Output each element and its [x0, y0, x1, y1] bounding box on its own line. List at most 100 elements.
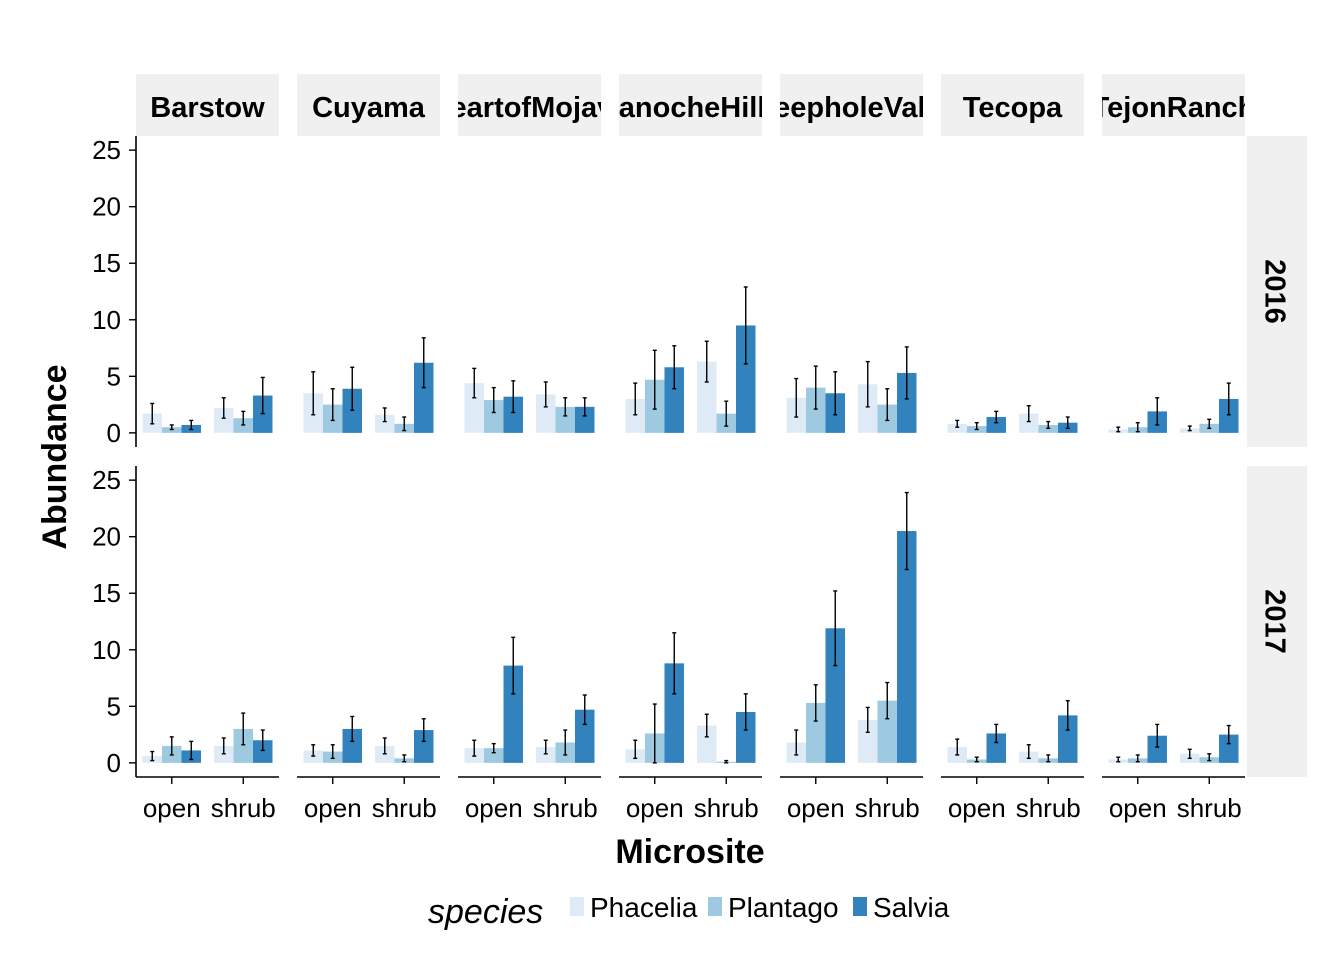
error-bar-salvia-open — [672, 632, 677, 695]
facet-row-strip-label: 2016 — [1258, 259, 1290, 324]
error-bar-salvia-open — [511, 380, 516, 414]
legend-key — [853, 897, 867, 916]
error-bar-salvia-open — [994, 723, 999, 744]
bar-salvia-open — [664, 663, 684, 763]
panel-2016-barstow — [142, 376, 273, 433]
error-bar-salvia-shrub — [582, 694, 587, 726]
x-axis-panochehills: open shrub — [619, 776, 762, 823]
bar-plantago-open — [484, 400, 504, 433]
error-bar-phacelia-open — [794, 729, 799, 756]
error-bar-plantago-open — [813, 365, 818, 410]
facet-strip-label: SheepholeValley — [737, 92, 966, 124]
bar-plantago-shrub — [233, 728, 253, 763]
error-bar-plantago-shrub — [1046, 754, 1051, 763]
facet-strip-label: Barstow — [150, 92, 265, 124]
x-axis-barstow: open shrub — [136, 776, 279, 823]
panel-2017-barstow — [142, 712, 273, 763]
y-tick-label: 0 — [107, 748, 121, 778]
panel-2017-cuyama — [303, 715, 434, 763]
bar-salvia-shrub — [736, 325, 756, 433]
y-tick-label: 20 — [92, 192, 121, 222]
error-bar-phacelia-open — [633, 382, 638, 416]
facet-strip-label: Tecopa — [963, 92, 1063, 124]
bar-plantago-open — [806, 387, 826, 433]
bar-salvia-shrub — [897, 531, 917, 763]
legend-title: species — [428, 893, 543, 931]
error-bar-phacelia-shrub — [221, 737, 226, 755]
bar-phacelia-shrub — [536, 747, 556, 763]
error-bar-plantago-shrub — [402, 416, 407, 432]
error-bar-phacelia-open — [955, 738, 960, 756]
bar-phacelia-shrub — [858, 719, 878, 763]
y-tick-label: 10 — [92, 635, 121, 665]
x-tick-label: shrub — [211, 793, 276, 823]
bar-phacelia-open — [947, 423, 967, 433]
error-bar-plantago-open — [169, 736, 174, 756]
error-bar-phacelia-open — [1116, 426, 1121, 433]
error-bar-phacelia-open — [311, 744, 316, 757]
error-bar-plantago-open — [491, 742, 496, 754]
error-bar-salvia-open — [511, 636, 516, 695]
error-bar-salvia-shrub — [1226, 724, 1231, 745]
error-bar-plantago-open — [330, 744, 335, 760]
bar-phacelia-shrub — [1019, 413, 1039, 433]
facet-strip-background — [780, 74, 923, 136]
error-bar-plantago-shrub — [563, 397, 568, 417]
facet-strip-cuyama: Cuyama — [297, 74, 440, 136]
error-bar-plantago-open — [169, 424, 174, 431]
error-bar-salvia-open — [350, 366, 355, 411]
error-bar-salvia-open — [1155, 723, 1160, 748]
bar-salvia-shrub — [253, 740, 273, 763]
panel-2016-tejonranch — [1108, 382, 1239, 433]
error-bar-phacelia-open — [150, 402, 155, 425]
y-tick-label: 10 — [92, 305, 121, 335]
x-tick-label: open — [626, 793, 684, 823]
error-bar-salvia-open — [994, 410, 999, 424]
error-bar-salvia-shrub — [1065, 416, 1070, 430]
x-axis-tejonranch: open shrub — [1102, 776, 1245, 823]
error-bar-salvia-shrub — [582, 397, 587, 417]
bar-phacelia-shrub — [697, 361, 717, 433]
facet-strip-tecopa: Tecopa — [941, 74, 1084, 136]
facet-strip-background — [619, 74, 762, 136]
error-bar-phacelia-open — [472, 367, 477, 399]
y-tick-label: 0 — [107, 418, 121, 448]
x-tick-label: shrub — [533, 793, 598, 823]
y-axis-2016: 0 5 10 15 20 25 — [92, 135, 137, 448]
bar-salvia-open — [342, 728, 362, 763]
error-bar-plantago-shrub — [885, 388, 890, 422]
panel-2016-panochehills — [625, 286, 756, 433]
x-tick-label: open — [304, 793, 362, 823]
x-tick-label: shrub — [855, 793, 920, 823]
facet-strip-background — [136, 74, 279, 136]
facet-row-strip-background — [1247, 466, 1307, 777]
facet-strip-background — [297, 74, 440, 136]
x-axis-cuyama: open shrub — [297, 776, 440, 823]
y-tick-label: 25 — [92, 135, 121, 165]
error-bar-salvia-shrub — [1226, 382, 1231, 416]
error-bar-phacelia-open — [633, 739, 638, 760]
error-bar-plantago-shrub — [724, 400, 729, 427]
legend-label: Salvia — [873, 892, 950, 923]
legend-item-salvia: Salvia — [853, 892, 950, 923]
error-bar-phacelia-open — [1116, 756, 1121, 763]
panel-2017-sheepholevalley — [786, 491, 917, 763]
bar-plantago-shrub — [555, 406, 575, 433]
error-bar-salvia-open — [189, 740, 194, 761]
bar-phacelia-open — [464, 383, 484, 433]
bar-salvia-open — [503, 665, 523, 763]
error-bar-phacelia-shrub — [865, 706, 870, 734]
error-bar-plantago-open — [974, 756, 979, 763]
y-tick-label: 25 — [92, 465, 121, 495]
error-bar-phacelia-shrub — [543, 739, 548, 755]
x-tick-label: shrub — [372, 793, 437, 823]
bar-salvia-open — [1147, 735, 1167, 763]
bar-phacelia-shrub — [536, 394, 556, 433]
bar-salvia-open — [664, 367, 684, 433]
error-bar-phacelia-open — [150, 750, 155, 762]
bar-salvia-open — [986, 733, 1006, 763]
y-axis-2017: 0 5 10 15 20 25 — [92, 465, 137, 778]
error-bar-phacelia-shrub — [221, 397, 226, 419]
